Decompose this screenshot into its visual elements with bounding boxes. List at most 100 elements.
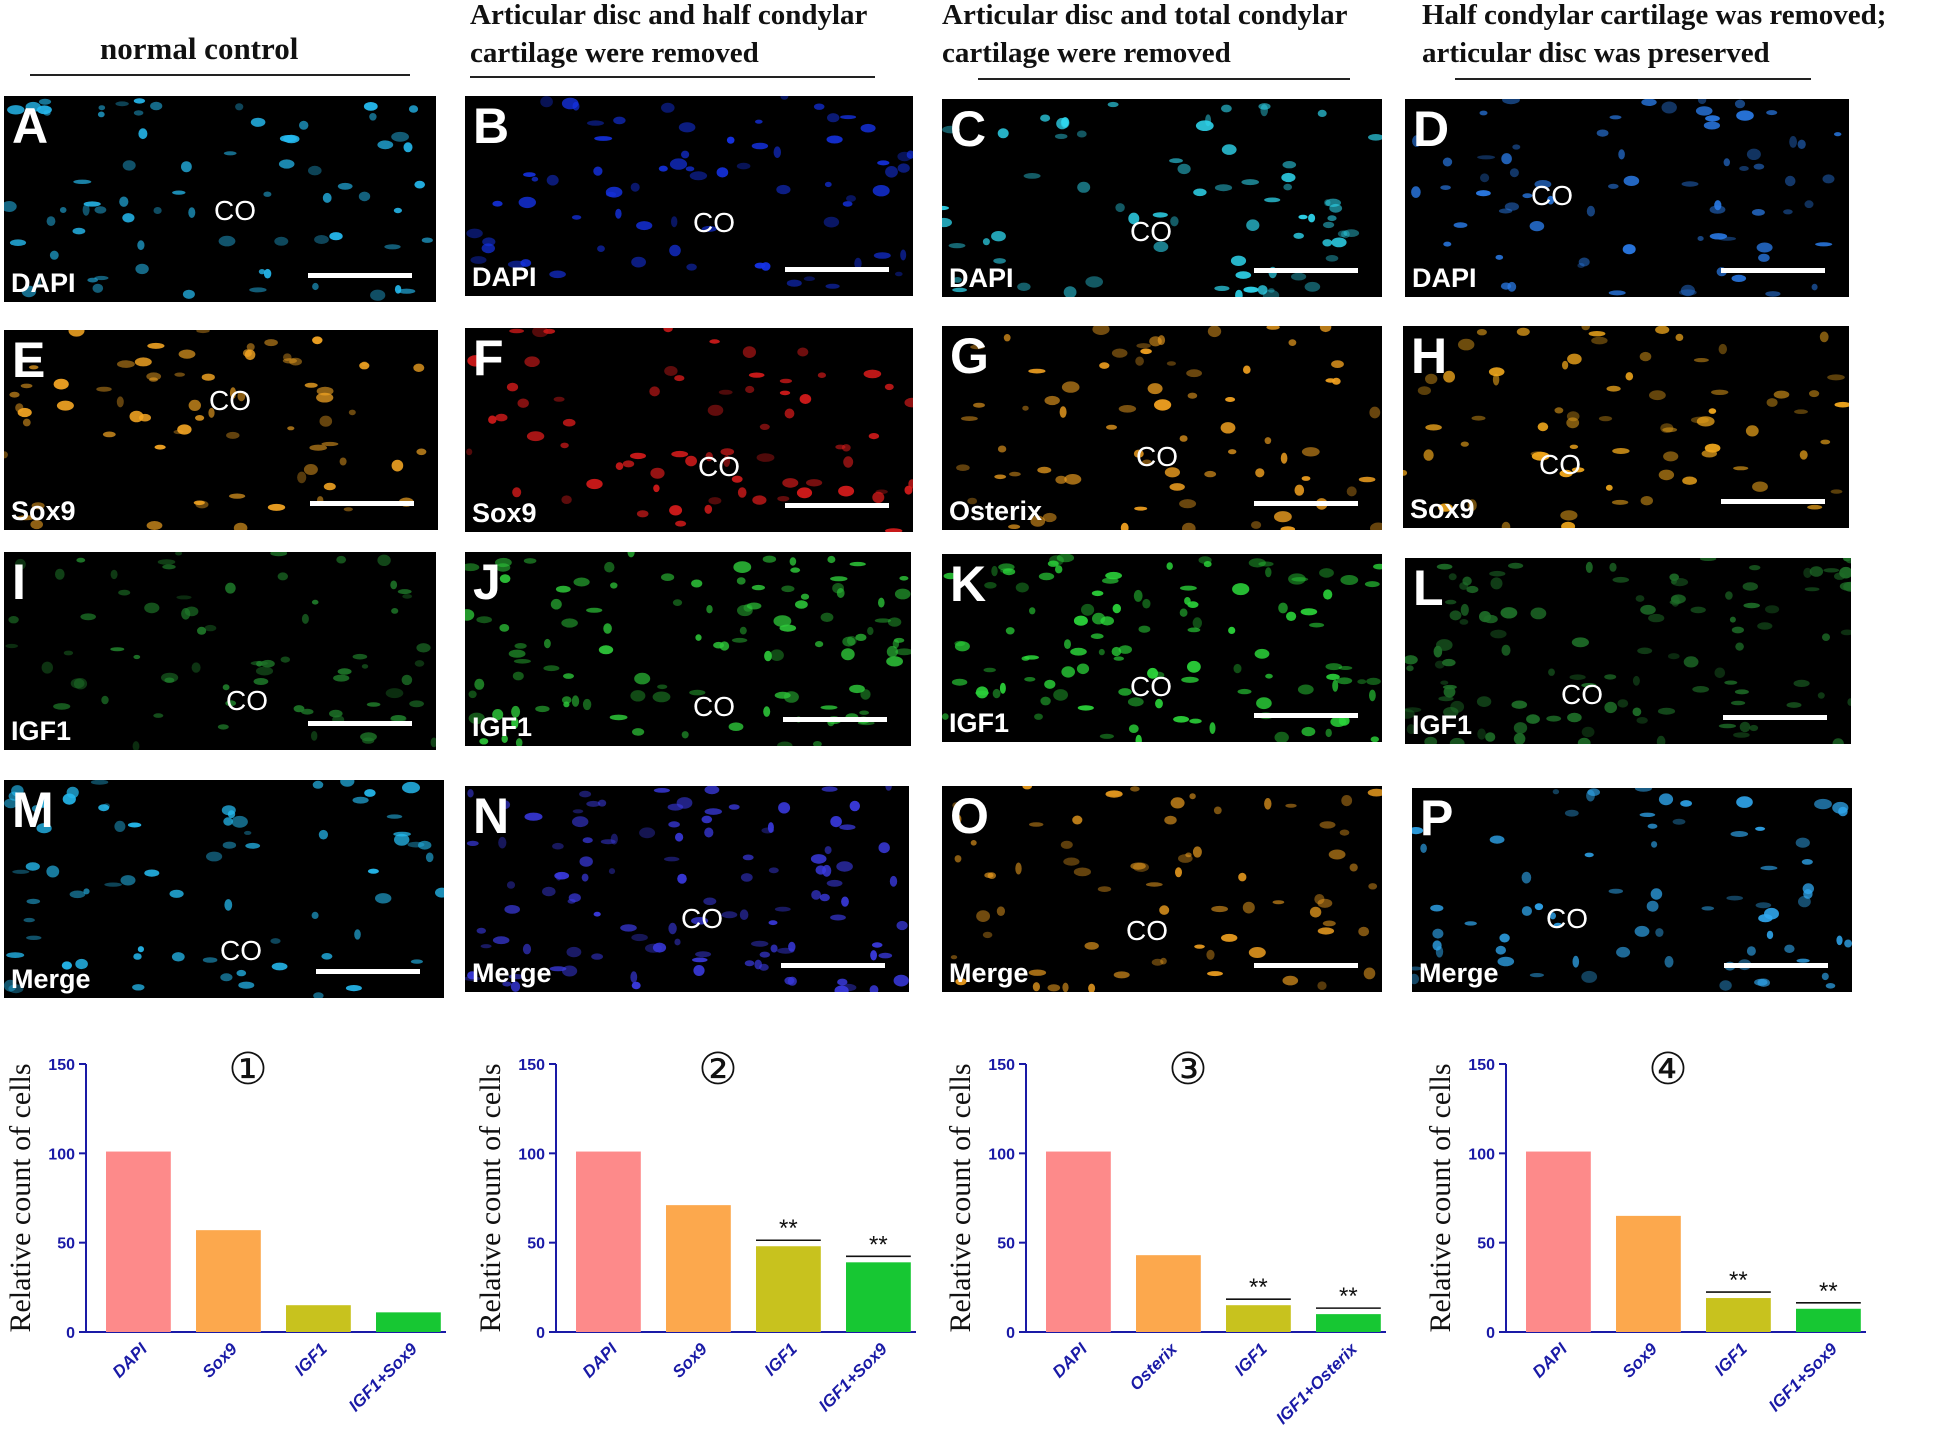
- texture-dot: [870, 950, 877, 961]
- texture-dot: [860, 689, 871, 700]
- texture-dot: [579, 790, 592, 798]
- texture-dot: [789, 557, 797, 566]
- texture-dot: [1752, 481, 1768, 492]
- texture-dot: [781, 585, 795, 593]
- texture-dot: [1115, 203, 1125, 213]
- texture-dot: [59, 207, 67, 213]
- texture-dot: [421, 237, 433, 243]
- scale-bar: [310, 501, 414, 506]
- texture-dot: [1760, 865, 1778, 871]
- texture-dot: [744, 960, 755, 967]
- texture-dot: [235, 103, 244, 111]
- texture-dot: [764, 650, 772, 662]
- texture-dot: [61, 961, 72, 970]
- texture-dot: [795, 600, 808, 609]
- texture-dot: [1735, 642, 1744, 651]
- texture-dot: [96, 386, 112, 392]
- texture-dot: [1106, 424, 1117, 430]
- texture-dot: [308, 165, 322, 176]
- texture-dot: [1412, 973, 1420, 985]
- texture-dot: [1830, 489, 1843, 494]
- texture-dot: [675, 832, 684, 842]
- texture-dot: [1111, 646, 1122, 657]
- texture-dot: [253, 678, 269, 685]
- texture-dot: [62, 793, 76, 805]
- texture-dot: [1585, 561, 1593, 573]
- texture-dot: [1255, 468, 1265, 478]
- texture-dot: [1436, 639, 1453, 651]
- texture-dot: [1476, 329, 1487, 336]
- texture-dot: [827, 555, 836, 564]
- texture-dot: [954, 814, 962, 824]
- texture-dot: [1192, 846, 1202, 858]
- x-tick-label: IGF1+Sox9: [815, 1339, 891, 1415]
- scale-bar: [1254, 501, 1358, 506]
- texture-dot: [1480, 173, 1490, 183]
- texture-dot: [1736, 110, 1754, 121]
- texture-dot: [1341, 230, 1350, 239]
- texture-dot: [1370, 522, 1382, 530]
- texture-dot: [1498, 208, 1513, 214]
- texture-dot: [208, 407, 215, 418]
- texture-dot: [1681, 181, 1699, 187]
- scale-bar: [316, 969, 420, 974]
- texture-dot: [513, 659, 531, 664]
- fluorescence-texture: [465, 552, 911, 746]
- chart-panel-number: ①: [228, 1044, 267, 1095]
- texture-dot: [1024, 677, 1036, 682]
- texture-dot: [796, 487, 813, 499]
- texture-dot: [948, 243, 966, 249]
- micrograph-panel-l: L CO IGF1: [1405, 558, 1851, 744]
- texture-dot: [1301, 476, 1311, 481]
- texture-dot: [402, 594, 413, 599]
- y-tick-label: 100: [1468, 1146, 1495, 1163]
- texture-dot: [763, 706, 771, 717]
- texture-dot: [1753, 163, 1765, 170]
- texture-dot: [1596, 129, 1609, 137]
- texture-dot: [762, 555, 777, 563]
- texture-dot: [1522, 193, 1533, 199]
- texture-dot: [4, 798, 18, 809]
- texture-dot: [1420, 843, 1427, 853]
- region-label: CO: [1531, 180, 1573, 211]
- texture-dot: [867, 626, 874, 636]
- texture-dot: [1534, 180, 1552, 189]
- texture-dot: [1282, 161, 1297, 169]
- texture-dot: [531, 176, 539, 182]
- texture-dot: [1552, 789, 1560, 795]
- texture-dot: [1059, 406, 1067, 418]
- texture-dot: [627, 552, 635, 558]
- panel-letter: L: [1413, 560, 1444, 616]
- texture-dot: [1832, 738, 1844, 744]
- texture-dot: [1366, 677, 1381, 685]
- stain-label: Sox9: [11, 496, 76, 526]
- texture-dot: [1015, 862, 1022, 875]
- scale-bar: [1721, 268, 1825, 273]
- y-tick-label: 150: [518, 1057, 545, 1074]
- texture-dot: [1358, 476, 1376, 483]
- fluorescence-texture: [956, 326, 1382, 530]
- texture-dot: [664, 366, 678, 376]
- texture-dot: [1670, 594, 1686, 604]
- texture-dot: [773, 615, 792, 627]
- texture-dot: [206, 851, 223, 862]
- texture-dot: [1145, 882, 1163, 887]
- texture-dot: [1663, 451, 1679, 462]
- texture-dot: [887, 617, 902, 627]
- scale-bar: [781, 963, 885, 968]
- y-axis-label: Relative count of cells: [1424, 1063, 1457, 1332]
- texture-dot: [835, 444, 846, 450]
- texture-nuclei: [942, 101, 1382, 297]
- texture-dot: [561, 618, 578, 628]
- texture-dot: [982, 238, 990, 246]
- texture-dot: [512, 671, 524, 681]
- texture-dot: [664, 856, 680, 862]
- texture-dot: [226, 431, 240, 439]
- texture-dot: [952, 802, 960, 809]
- texture-dot: [68, 330, 85, 337]
- texture-dot: [620, 924, 637, 932]
- column-rule: [470, 76, 875, 78]
- texture-dot: [942, 217, 952, 228]
- stain-label: Osterix: [949, 496, 1043, 526]
- texture-dot: [1634, 925, 1650, 937]
